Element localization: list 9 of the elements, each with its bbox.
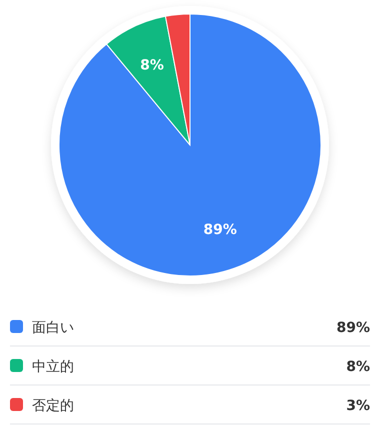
text: 8% [346, 359, 370, 375]
pie-slice [58, 14, 322, 276]
data-label: 3% [346, 398, 370, 414]
data-label: 8% [140, 57, 164, 74]
legend-label: 面白い [32, 320, 74, 336]
legend-label: 否定的 [32, 398, 74, 414]
data-label: 89% [203, 222, 237, 238]
text: 89% [336, 320, 370, 336]
legend-label: 中立的 [32, 359, 74, 375]
